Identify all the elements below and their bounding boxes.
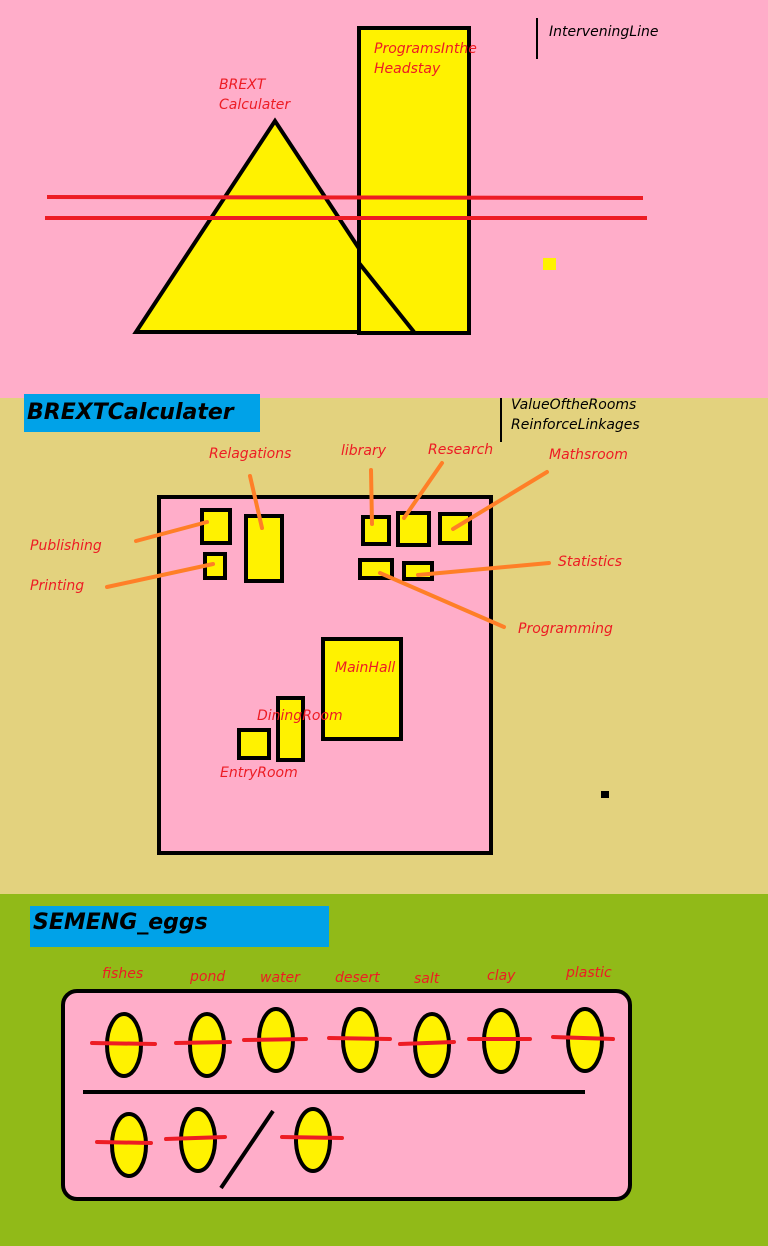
room-diningroom (276, 696, 305, 762)
leader-programming (378, 571, 506, 629)
label-mathsroom: Mathsroom (549, 447, 628, 463)
rooms-note: ValueOftheRooms ReinforceLinkages (511, 397, 640, 433)
label-mainhall: MainHall (335, 660, 396, 676)
middle-section: BREXTCalculater ValueOftheRooms Reinforc… (0, 394, 768, 894)
egg-label-pond: pond (190, 969, 226, 985)
leader-library (369, 468, 374, 526)
strike-salt (398, 1040, 456, 1046)
triangle-edge-overlap (357, 261, 416, 334)
strike-desert (327, 1036, 392, 1041)
eggs-drawing (61, 989, 632, 1201)
strike-pond (174, 1040, 232, 1045)
egg-label-plastic: plastic (566, 965, 612, 981)
semeng-title-banner: SEMENG_eggs (30, 906, 329, 947)
strike-row2-3 (280, 1135, 344, 1140)
label-statistics: Statistics (558, 554, 622, 570)
programs-rectangle (357, 26, 471, 335)
room-library (361, 515, 391, 546)
egg-label-desert: desert (335, 970, 380, 986)
label-entryroom: EntryRoom (220, 765, 298, 781)
top-drawing (45, 18, 647, 335)
egg-row2-3 (294, 1107, 332, 1173)
egg-label-fishes: fishes (102, 966, 144, 982)
label-publishing: Publishing (30, 538, 102, 554)
label-research: Research (428, 442, 494, 458)
label-diningroom: DiningRoom (257, 708, 343, 724)
small-yellow-square (543, 258, 556, 270)
strike-row2-2 (164, 1135, 227, 1141)
leader-research (402, 461, 444, 520)
strike-plastic (551, 1035, 615, 1041)
room-entryroom (237, 728, 271, 760)
floorplan-drawing (105, 398, 609, 855)
leader-printing (105, 562, 215, 589)
leader-statistics (416, 561, 551, 577)
egg-row2-1 (110, 1112, 148, 1178)
label-programming: Programming (518, 621, 613, 637)
strike-row2-1 (95, 1140, 153, 1145)
strike-fishes (90, 1041, 157, 1046)
label-library: library (341, 443, 387, 459)
room-relagations (244, 514, 284, 583)
brext-label: BREXT Calculater (219, 77, 291, 113)
egg-pond (188, 1012, 226, 1078)
room-publishing (200, 508, 232, 545)
strike-water (242, 1037, 308, 1042)
bottom-section: SEMENG_eggs fishes pond water desert sal… (0, 894, 768, 1246)
leader-mathsroom (451, 470, 549, 531)
programs-label: ProgramsInthe Headstay (374, 41, 477, 77)
egg-label-clay: clay (487, 968, 516, 984)
leader-relagations (248, 474, 264, 530)
red-line-upper (46, 195, 644, 200)
egg-label-salt: salt (414, 971, 440, 987)
top-section: BREXT Calculater ProgramsInthe Headstay … (0, 0, 768, 398)
leader-publishing (134, 520, 209, 543)
brext-triangle (132, 117, 418, 334)
intervening-label: InterveningLine (549, 24, 659, 40)
egg-label-water: water (260, 970, 300, 986)
brext-title-banner: BREXTCalculater (24, 394, 260, 432)
label-printing: Printing (30, 578, 85, 594)
label-relagations: Relagations (209, 446, 292, 462)
black-dot (601, 791, 609, 798)
eggs-slash (219, 1109, 275, 1190)
room-mainhall (321, 637, 403, 741)
